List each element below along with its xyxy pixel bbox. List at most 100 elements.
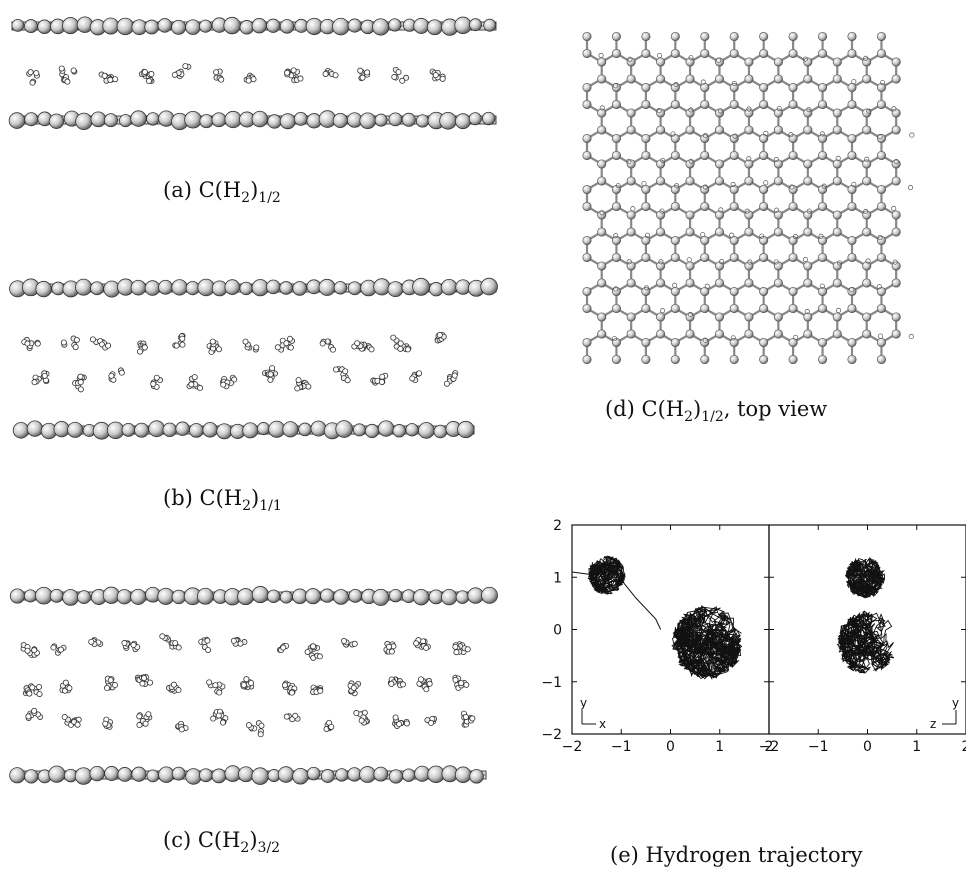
h2-molecule <box>242 338 260 353</box>
carbon-atom <box>266 279 281 295</box>
carbon-atom <box>121 422 136 437</box>
h2-marker <box>611 336 618 342</box>
carbon-atom <box>582 99 592 110</box>
h2-molecule <box>102 716 114 730</box>
x-tick-label: −2 <box>759 739 780 755</box>
h2-marker <box>865 258 871 264</box>
carbon-atom <box>388 589 403 603</box>
carbon-atom <box>641 150 651 161</box>
carbon-atom <box>862 312 872 322</box>
carbon-atom <box>788 184 798 195</box>
carbon-atom <box>175 421 190 436</box>
carbon-atom <box>626 57 636 67</box>
carbon-atom <box>146 769 160 783</box>
carbon-atom <box>611 354 621 365</box>
carbon-atom <box>862 261 872 271</box>
panel-a-side-view <box>8 16 497 131</box>
h2-molecule <box>240 676 255 691</box>
carbon-atom <box>626 312 636 322</box>
carbon-atom <box>171 19 187 35</box>
carbon-atom <box>185 19 201 35</box>
carbon-atom <box>238 766 254 783</box>
carbon-atom <box>35 586 53 605</box>
h2-molecule <box>166 681 182 694</box>
h2-marker <box>909 132 915 138</box>
h2-molecule <box>460 710 476 728</box>
carbon-atom <box>279 19 295 34</box>
carbon-atom <box>803 176 813 186</box>
carbon-atom <box>729 99 739 110</box>
h2-molecule <box>282 680 298 696</box>
carbon-atom <box>670 82 680 93</box>
carbon-atom <box>364 423 380 439</box>
h2-marker <box>744 208 750 214</box>
carbon-atom <box>847 48 857 59</box>
h2-molecule <box>284 67 304 84</box>
carbon-atom <box>729 337 739 348</box>
carbon-atom <box>582 184 592 195</box>
y-tick-label: 0 <box>553 623 562 639</box>
h2-marker <box>818 233 824 239</box>
carbon-atom <box>103 113 118 128</box>
carbon-atom <box>23 589 37 603</box>
carbon-atom <box>832 159 842 169</box>
h2-marker <box>599 210 605 216</box>
carbon-atom <box>700 133 710 144</box>
carbon-atom <box>457 420 475 439</box>
carbon-atom <box>144 280 161 296</box>
carbon-atom <box>700 354 710 365</box>
carbon-atom <box>224 110 242 129</box>
carbon-atom <box>714 176 725 186</box>
graphene-layer-bottom <box>9 765 487 785</box>
h2-molecule <box>274 335 296 353</box>
h2-molecule <box>138 68 155 85</box>
carbon-atom <box>685 278 695 288</box>
h2-molecule <box>198 636 212 653</box>
carbon-atom <box>670 48 680 59</box>
h2-molecule <box>322 67 339 79</box>
h2-molecule <box>72 373 87 393</box>
panel-b-side-view <box>9 277 498 440</box>
h2-marker <box>670 131 676 137</box>
carbon-atom <box>611 184 621 195</box>
carbon-atom <box>597 261 607 271</box>
h2-marker <box>864 156 870 162</box>
carbon-atom <box>832 227 842 237</box>
h2-marker <box>660 157 666 163</box>
carbon-atom <box>37 19 52 34</box>
carbon-atom <box>744 57 754 67</box>
carbon-atom <box>685 261 695 271</box>
h2-marker <box>626 158 632 165</box>
carbon-atom <box>788 201 798 212</box>
carbon-atom <box>759 252 769 263</box>
carbon-atom <box>847 31 857 42</box>
carbon-atom <box>597 159 607 169</box>
carbon-atom <box>803 210 813 220</box>
carbon-atom <box>35 280 52 298</box>
carbon-atom <box>847 337 857 348</box>
carbon-atom <box>803 108 813 118</box>
graphene-layer-top <box>9 586 498 606</box>
carbon-atom <box>876 48 886 59</box>
h2-molecule <box>319 338 336 353</box>
h2-marker <box>659 208 665 214</box>
h2-marker <box>836 307 842 313</box>
carbon-atom <box>876 252 886 263</box>
h2-molecule <box>22 683 43 698</box>
carbon-atom <box>62 17 79 35</box>
carbon-atom <box>773 312 783 322</box>
carbon-atom <box>818 150 828 161</box>
h2-molecule <box>210 708 229 726</box>
h2-marker <box>746 106 752 112</box>
carbon-atom <box>130 279 147 296</box>
carbon-atom <box>641 252 651 263</box>
carbon-atom <box>53 421 70 438</box>
h2-molecule <box>88 637 104 648</box>
carbon-atom <box>656 74 666 84</box>
h2-molecule <box>171 63 192 80</box>
carbon-atom <box>597 312 607 322</box>
carbon-atom <box>759 82 769 93</box>
caption-b: (b) C(H2)1/1 <box>163 486 282 515</box>
h2-molecule <box>391 66 410 84</box>
carbon-atom <box>24 769 39 784</box>
